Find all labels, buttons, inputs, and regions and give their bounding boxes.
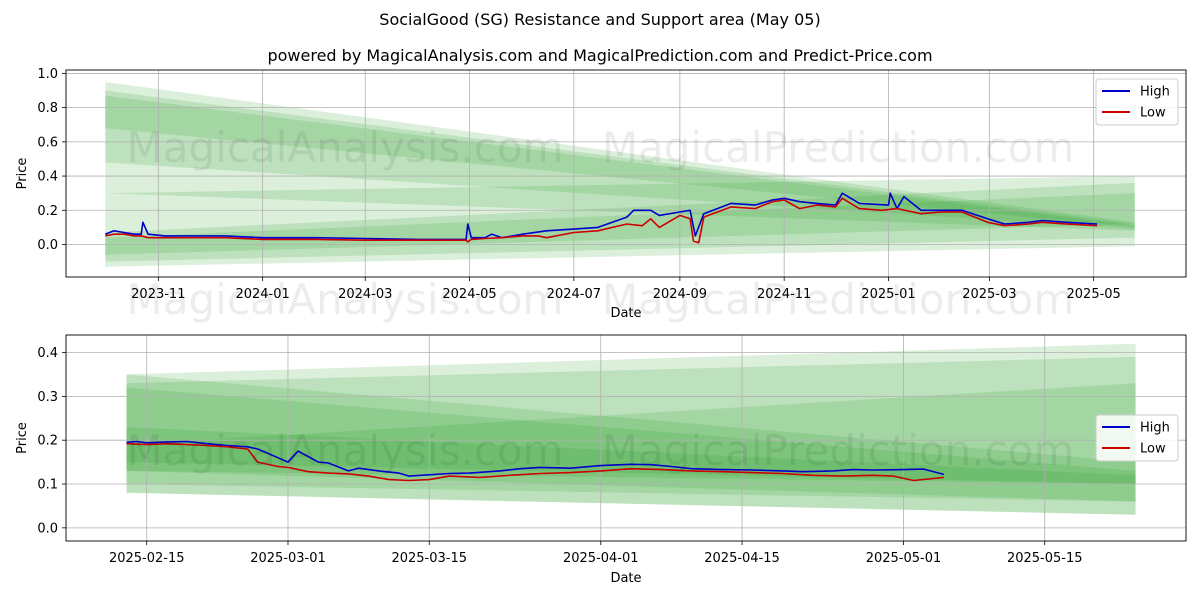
plot-frame [65, 334, 1187, 542]
watermark: MagicalAnalysis.com [127, 275, 564, 324]
y-tick-label: 0.1 [37, 478, 58, 493]
x-tick-label: 2025-02-15 [109, 551, 185, 566]
gridlines [66, 335, 1186, 541]
series-line-high [126, 440, 945, 477]
band-group [126, 343, 1136, 515]
x-tick-label: 2024-11 [757, 287, 811, 302]
y-tick-label: 0.6 [37, 135, 58, 150]
x-tick-label: 2025-01 [861, 287, 915, 302]
support-band-1 [105, 176, 1135, 267]
chart-panel-1: 2023-11 2024-01 2024-03 2024-05 2024-07 2024-… [15, 67, 1187, 321]
watermark: MagicalAnalysis.com [127, 123, 564, 172]
x-tick-label: 2025-03-15 [391, 551, 467, 566]
y-tick-label: 0.2 [37, 204, 58, 219]
chart-subtitle: powered by MagicalAnalysis.com and Magic… [267, 46, 933, 65]
y-tick-label: 0.0 [37, 521, 58, 536]
x-tick-label: 2024-05 [442, 287, 496, 302]
series-line-low [105, 197, 1098, 244]
x-tick-label: 2024-09 [653, 287, 707, 302]
support-band-2 [105, 182, 1135, 262]
series-line-high [105, 192, 1098, 241]
y-axis-title: Price [15, 422, 30, 454]
x-tick-label: 2024-01 [235, 287, 289, 302]
support-band-3 [126, 383, 1136, 485]
legend-label-high: High [1140, 421, 1170, 436]
x-tick-label: 2024-07 [547, 287, 601, 302]
watermark: MagicalPrediction.com [602, 123, 1075, 172]
resistance-band-1 [126, 374, 1136, 515]
x-tick-label: 2025-03 [962, 287, 1016, 302]
legend: High Low [1095, 78, 1179, 126]
resistance-band-2 [105, 90, 1135, 230]
x-tick-label: 2025-05 [1067, 287, 1121, 302]
legend-label-low: Low [1140, 442, 1166, 457]
gridlines [66, 70, 1186, 277]
legend-label-low: Low [1140, 106, 1166, 121]
chart-title: SocialGood (SG) Resistance and Support a… [379, 10, 821, 29]
x-tick-label: 2023-11 [131, 287, 185, 302]
y-tick-label: 1.0 [37, 67, 58, 82]
x-axis-title: Date [610, 571, 641, 586]
x-tick-label: 2024-03 [338, 287, 392, 302]
band-group [105, 81, 1135, 267]
x-tick-label: 2025-05-01 [866, 551, 942, 566]
y-tick-label: 0.0 [37, 238, 58, 253]
resistance-band-1 [105, 81, 1135, 231]
series-line-low [126, 442, 944, 482]
support-band-1 [126, 343, 1136, 515]
legend-label-high: High [1140, 85, 1170, 100]
y-tick-label: 0.3 [37, 390, 58, 405]
legend: High Low [1095, 414, 1179, 462]
y-tick-label: 0.8 [37, 101, 58, 116]
plot-frame [65, 69, 1187, 278]
watermark: MagicalPrediction.com [602, 426, 1075, 475]
x-axis-title: Date [610, 306, 641, 321]
y-tick-label: 0.2 [37, 434, 58, 449]
x-tick-label: 2025-04-15 [704, 551, 780, 566]
watermark: MagicalPrediction.com [602, 275, 1075, 324]
x-tick-label: 2025-05-15 [1007, 551, 1083, 566]
watermark: MagicalAnalysis.com [127, 426, 564, 475]
y-tick-label: 0.4 [37, 346, 58, 361]
resistance-band-3 [105, 95, 1135, 228]
y-tick-label: 0.4 [37, 170, 58, 185]
series-group [126, 440, 945, 482]
x-tick-label: 2025-04-01 [563, 551, 639, 566]
x-tick-label: 2025-03-01 [250, 551, 326, 566]
resistance-band-2 [126, 387, 1136, 502]
support-band-2 [126, 356, 1136, 502]
chart-panel-2: 2025-02-15 2025-03-01 2025-03-15 2025-04-01… [15, 334, 1187, 586]
series-group [105, 192, 1098, 244]
y-axis-title: Price [15, 158, 30, 190]
